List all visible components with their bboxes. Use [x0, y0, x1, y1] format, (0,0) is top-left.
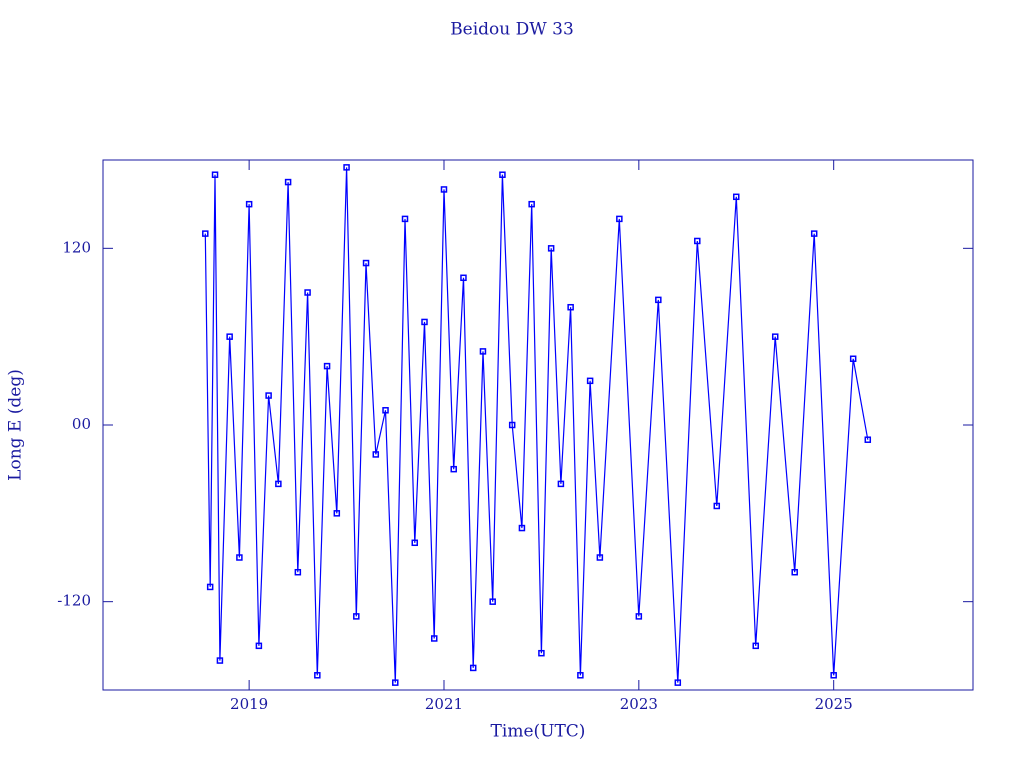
data-point	[294, 568, 302, 576]
x-tick-label: 2019	[230, 695, 268, 713]
data-point	[284, 178, 292, 186]
data-point	[508, 421, 516, 429]
data-point	[864, 436, 872, 443]
data-point	[547, 245, 555, 252]
data-point	[353, 613, 360, 620]
data-point	[694, 237, 701, 245]
data-point	[733, 193, 740, 201]
plot-area	[202, 164, 872, 686]
y-tick-label: -120	[57, 592, 91, 610]
data-point	[411, 539, 419, 547]
data-point	[479, 348, 487, 355]
data-point	[392, 679, 399, 686]
data-point	[538, 649, 545, 657]
data-point	[489, 598, 496, 605]
data-point	[791, 568, 798, 576]
data-point	[635, 613, 643, 620]
data-point	[372, 451, 380, 458]
data-point	[440, 186, 448, 193]
data-point	[382, 407, 389, 414]
data-point	[421, 318, 428, 326]
data-point	[362, 259, 370, 267]
data-point	[830, 672, 837, 679]
data-point	[236, 554, 243, 561]
data-point	[323, 362, 331, 370]
data-point	[430, 635, 438, 642]
data-point	[202, 230, 209, 237]
data-point	[226, 333, 233, 340]
data-point	[557, 480, 565, 488]
data-point	[596, 554, 604, 561]
data-line	[204, 167, 869, 683]
data-point	[577, 672, 584, 679]
data-point	[460, 274, 467, 282]
x-tick-label: 2025	[815, 695, 853, 713]
data-point	[674, 679, 682, 686]
data-point	[450, 465, 457, 473]
data-point	[518, 524, 526, 532]
data-point	[469, 664, 477, 672]
data-point	[713, 502, 721, 510]
data-point	[216, 657, 224, 664]
y-axis-label: Long E (deg)	[6, 369, 26, 481]
data-point	[206, 583, 214, 591]
data-point	[655, 296, 662, 304]
data-point	[849, 355, 857, 362]
data-point	[499, 171, 506, 178]
data-point	[255, 642, 263, 650]
data-point	[343, 164, 350, 171]
y-tick-label: 00	[72, 415, 91, 433]
data-point	[616, 215, 623, 223]
data-point	[586, 377, 594, 385]
data-point	[333, 510, 341, 517]
data-point	[401, 215, 409, 223]
data-point	[314, 672, 321, 679]
x-axis-label: Time(UTC)	[491, 722, 586, 742]
data-point	[211, 171, 219, 178]
data-point	[752, 642, 759, 650]
data-point	[771, 333, 779, 340]
x-tick-label: 2023	[620, 695, 658, 713]
data-point	[528, 200, 535, 208]
y-tick-label: 120	[62, 238, 91, 256]
data-point	[810, 230, 818, 237]
data-point	[304, 289, 311, 296]
data-point	[275, 480, 282, 488]
data-point	[567, 303, 574, 311]
data-point	[245, 200, 253, 208]
data-point	[265, 392, 272, 399]
x-tick-label: 2021	[425, 695, 463, 713]
chart-title: Beidou DW 33	[450, 20, 574, 40]
